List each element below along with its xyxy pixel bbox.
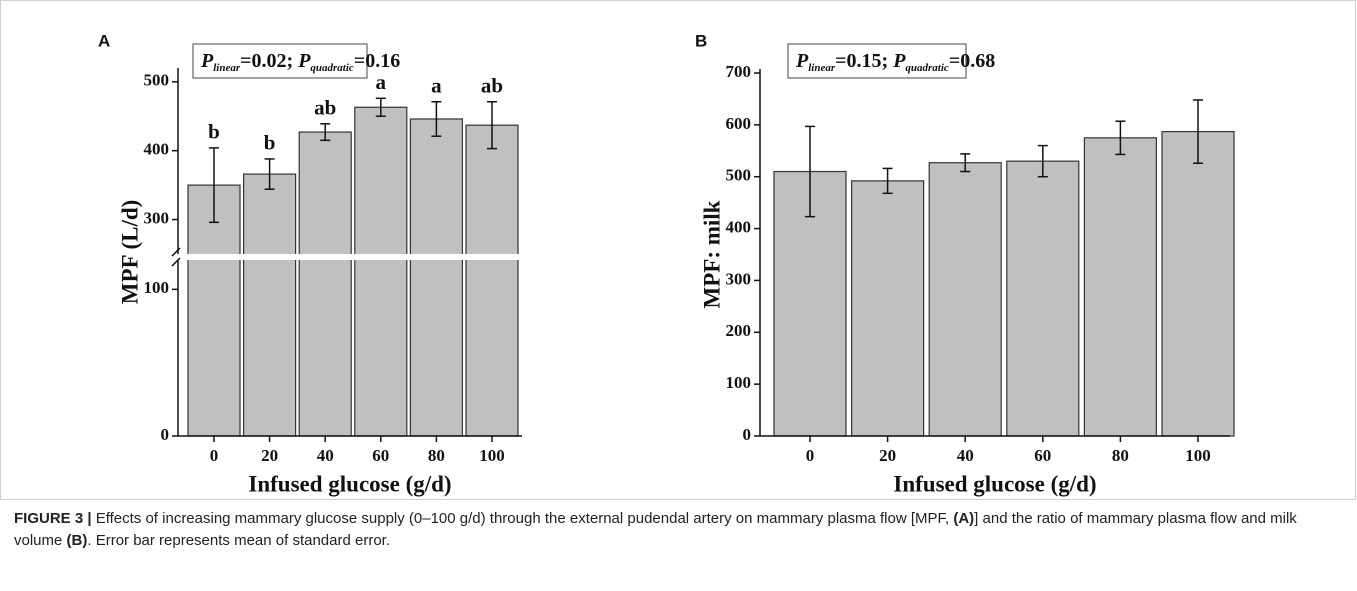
bar	[243, 173, 297, 437]
y-tick-label: 400	[144, 140, 170, 159]
x-tick-label: 60	[372, 446, 389, 465]
x-tick-label: 0	[806, 446, 815, 465]
figure-frame	[0, 0, 1356, 500]
bar-label: a	[376, 70, 387, 94]
error-bar	[431, 101, 442, 137]
x-tick-label: 80	[1112, 446, 1129, 465]
caption-text: (A)	[953, 510, 975, 527]
bar-label: b	[264, 131, 276, 155]
x-tick-label: 40	[317, 446, 334, 465]
caption: FIGURE 3 | Effects of increasing mammary…	[14, 508, 1344, 552]
y-tick-label: 200	[726, 321, 752, 340]
annotation-part: =0.68	[949, 50, 995, 72]
annotation-part: P	[795, 50, 809, 72]
annotation-box	[192, 43, 368, 79]
error-bar	[264, 158, 275, 190]
y-tick-label: 500	[726, 166, 752, 185]
bar-label: b	[208, 120, 220, 144]
bar	[1083, 137, 1158, 437]
bar	[465, 124, 519, 437]
caption-text: . Error bar represents mean of standard …	[87, 532, 390, 549]
annotation-part: linear	[213, 62, 241, 74]
y-tick-label: 500	[144, 71, 170, 90]
error-bar	[375, 97, 386, 117]
bar	[1006, 160, 1080, 437]
y-tick-label: 400	[726, 217, 752, 236]
bar-label: ab	[481, 74, 503, 98]
caption-text: FIGURE 3 |	[14, 510, 92, 527]
error-bar	[960, 153, 971, 173]
bar-label: ab	[314, 96, 336, 120]
caption-text: Effects of increasing mammary glucose su…	[91, 510, 954, 527]
break-mark	[171, 257, 181, 267]
annotation-part: quadratic	[310, 62, 354, 74]
bar	[409, 118, 463, 437]
annotation-part: P	[892, 50, 906, 72]
panel-label: A	[98, 31, 110, 50]
chart: Ab0b20ab40a60a80ab1000100300400500Infuse…	[0, 0, 1356, 500]
y-tick-label: 0	[161, 425, 170, 444]
y-tick-label: 300	[144, 208, 170, 227]
y-axis-title: MPF (L/d)	[117, 200, 142, 305]
x-tick-label: 20	[261, 446, 278, 465]
x-tick-label: 80	[428, 446, 445, 465]
x-tick-label: 60	[1034, 446, 1051, 465]
error-bar	[1037, 144, 1048, 178]
bar	[928, 162, 1002, 437]
error-bar	[882, 167, 893, 195]
y-tick-label: 0	[743, 425, 752, 444]
annotation-part: quadratic	[905, 62, 949, 74]
axis-break	[166, 254, 522, 260]
annotation-part: =0.02;	[240, 50, 298, 72]
error-bar	[487, 101, 497, 150]
x-axis-title: Infused glucose (g/d)	[893, 471, 1096, 496]
caption-text: ] and the ratio of mammary plasma flow a…	[14, 510, 1297, 549]
bar	[1161, 130, 1235, 437]
x-tick-label: 40	[957, 446, 974, 465]
y-tick-label: 100	[726, 373, 752, 392]
annotation-part: P	[200, 50, 214, 72]
y-tick-label: 600	[726, 114, 752, 133]
bar	[850, 180, 925, 437]
y-tick-label: 300	[726, 269, 752, 288]
error-bar	[320, 123, 331, 142]
bar-label: a	[431, 74, 442, 98]
x-tick-label: 20	[879, 446, 896, 465]
bar	[354, 106, 408, 437]
error-bar	[805, 125, 815, 218]
error-bar	[209, 147, 219, 224]
annotation-box	[787, 43, 967, 79]
break-mark	[171, 247, 181, 257]
error-bar	[1193, 99, 1203, 164]
annotation-part: P	[297, 50, 311, 72]
y-tick-label: 700	[726, 62, 752, 81]
annotation-part: =0.15;	[835, 50, 893, 72]
annotation: Plinear=0.02; Pquadratic=0.16	[200, 50, 400, 74]
x-axis-title: Infused glucose (g/d)	[248, 471, 451, 496]
x-tick-label: 0	[210, 446, 219, 465]
annotation-part: =0.16	[354, 50, 400, 72]
y-tick-label: 100	[144, 278, 170, 297]
caption-text: (B)	[66, 532, 88, 549]
error-bar	[1115, 120, 1126, 156]
x-tick-label: 100	[1185, 446, 1211, 465]
y-axis-title: MPF: milk	[699, 200, 724, 308]
x-tick-label: 100	[479, 446, 505, 465]
annotation: Plinear=0.15; Pquadratic=0.68	[795, 50, 995, 74]
annotation-part: linear	[808, 62, 836, 74]
panel-label: B	[695, 31, 707, 50]
bar	[298, 131, 352, 437]
